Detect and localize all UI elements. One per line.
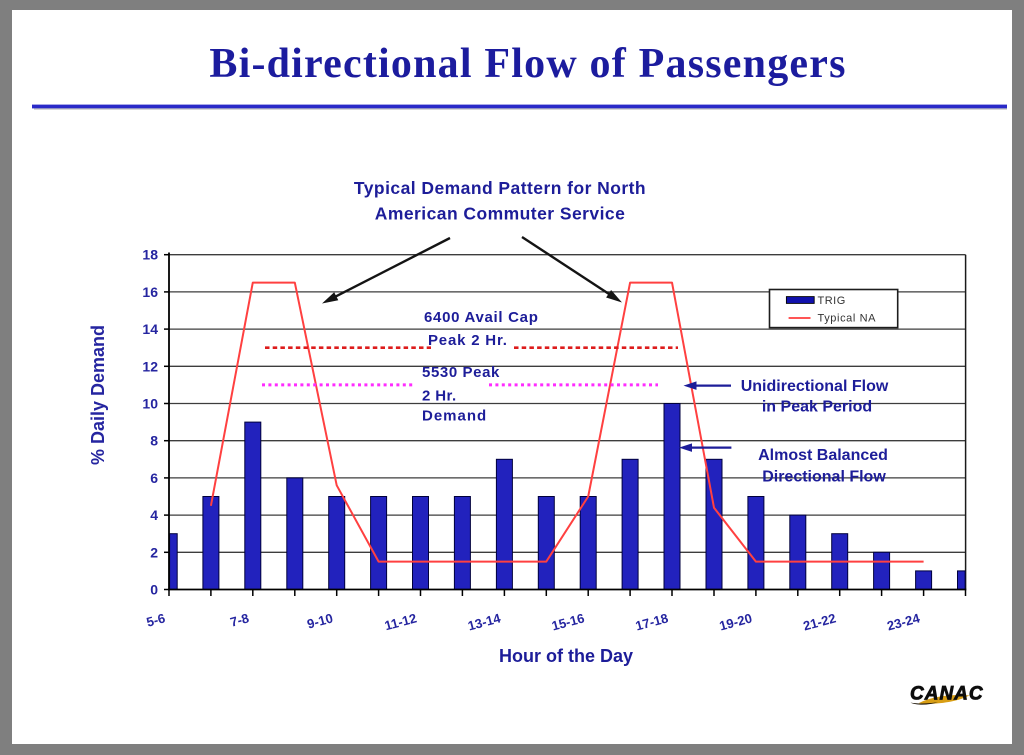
- svg-text:18: 18: [142, 247, 158, 263]
- svg-text:6400 Avail Cap: 6400 Avail Cap: [424, 309, 539, 326]
- svg-text:2: 2: [150, 544, 158, 560]
- svg-text:10: 10: [142, 396, 158, 412]
- svg-text:5-6: 5-6: [145, 610, 167, 629]
- svg-text:American Commuter Service: American Commuter Service: [375, 204, 626, 224]
- svg-text:Peak 2 Hr.: Peak 2 Hr.: [428, 332, 508, 349]
- svg-text:Hour of the Day: Hour of the Day: [499, 646, 633, 666]
- svg-text:Demand: Demand: [422, 408, 487, 425]
- svg-text:5530 Peak: 5530 Peak: [422, 364, 500, 381]
- svg-text:8: 8: [150, 433, 158, 449]
- svg-text:4: 4: [150, 507, 158, 523]
- svg-text:0: 0: [150, 582, 158, 598]
- svg-text:Bi-directional Flow of Passeng: Bi-directional Flow of Passengers: [209, 41, 846, 87]
- svg-text:% Daily Demand: % Daily Demand: [88, 325, 108, 465]
- svg-text:9-10: 9-10: [305, 610, 334, 631]
- svg-text:in Peak Period: in Peak Period: [762, 399, 872, 416]
- svg-text:Unidirectional Flow: Unidirectional Flow: [741, 378, 889, 395]
- svg-text:12: 12: [142, 358, 158, 374]
- svg-text:Directional Flow: Directional Flow: [762, 469, 886, 486]
- svg-text:14: 14: [142, 321, 158, 337]
- svg-text:CANAC: CANAC: [910, 684, 984, 705]
- svg-text:16: 16: [142, 284, 158, 300]
- svg-text:TRIG: TRIG: [818, 295, 846, 307]
- svg-text:Almost Balanced: Almost Balanced: [758, 447, 888, 464]
- svg-text:2 Hr.: 2 Hr.: [422, 388, 457, 405]
- svg-text:Typical Demand Pattern for Nor: Typical Demand Pattern for North: [354, 178, 646, 198]
- svg-text:Typical NA: Typical NA: [818, 313, 877, 325]
- svg-text:7-8: 7-8: [229, 610, 251, 629]
- svg-text:6: 6: [150, 470, 158, 486]
